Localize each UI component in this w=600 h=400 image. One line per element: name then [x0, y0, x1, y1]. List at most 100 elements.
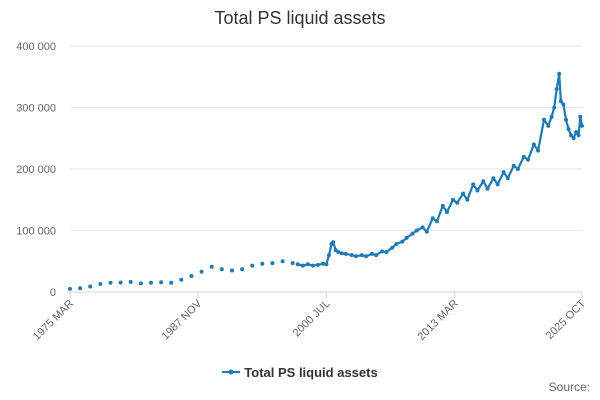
data-point [316, 262, 320, 267]
legend-item-total-ps-liquid-assets[interactable]: Total PS liquid assets [222, 364, 378, 380]
y-tick-label: 400 000 [16, 41, 56, 53]
data-point [569, 133, 573, 138]
data-point [410, 231, 415, 236]
data-point [209, 264, 214, 269]
data-point [561, 102, 566, 107]
data-point [491, 176, 496, 181]
data-point [574, 130, 579, 135]
data-point [295, 262, 300, 267]
grid-lines [70, 45, 582, 293]
data-point [434, 219, 439, 224]
y-tick-label: 100 000 [16, 226, 56, 238]
chart-title: Total PS liquid assets [214, 8, 386, 28]
data-point [471, 182, 476, 187]
data-point [370, 251, 374, 256]
data-point [580, 123, 584, 128]
data-point [280, 259, 285, 264]
x-tick-label: 2013 MAR [416, 298, 461, 343]
data-point [571, 136, 576, 141]
data-point [290, 261, 295, 266]
data-point [511, 163, 516, 168]
data-point [558, 99, 563, 104]
data-point [549, 114, 554, 119]
data-point [270, 261, 275, 266]
y-tick-label: 200 000 [16, 164, 56, 176]
data-point [455, 200, 460, 205]
data-point [384, 250, 389, 254]
data-point [481, 179, 486, 184]
series-layer [68, 71, 584, 291]
data-point [554, 87, 559, 92]
data-point [505, 176, 510, 181]
data-point [414, 228, 419, 233]
data-point [515, 167, 520, 171]
data-point [461, 191, 466, 196]
data-point [118, 280, 123, 285]
data-point [353, 254, 358, 259]
data-point [501, 170, 506, 175]
data-point [450, 197, 455, 202]
data-point [536, 148, 541, 153]
data-point [240, 267, 245, 272]
data-point [521, 154, 526, 159]
data-point [374, 253, 379, 258]
data-point [179, 277, 184, 282]
data-point [189, 274, 194, 278]
data-point [305, 262, 310, 267]
data-point [199, 269, 204, 274]
data-point [475, 188, 480, 193]
y-tick-label: 0 [50, 287, 56, 299]
data-point [343, 251, 348, 256]
series-line [297, 72, 584, 267]
data-point [526, 157, 530, 162]
data-point [108, 280, 113, 285]
data-point [349, 253, 354, 258]
data-point [430, 216, 435, 221]
data-point [324, 262, 329, 267]
data-point [359, 253, 364, 258]
data-point [169, 280, 174, 285]
data-point [390, 245, 395, 250]
source-credit: Source: [548, 380, 590, 394]
legend: Total PS liquid assets [0, 364, 600, 380]
data-point [542, 117, 546, 122]
data-point [400, 239, 405, 244]
data-point [364, 254, 369, 259]
data-point [420, 225, 425, 230]
x-tick-label: 1987 NOV [160, 297, 205, 342]
data-point [149, 280, 153, 285]
data-point [219, 267, 224, 272]
data-point [485, 186, 490, 191]
data-point [230, 268, 234, 273]
data-point [576, 133, 581, 138]
data-point [78, 286, 83, 291]
data-point [250, 263, 255, 268]
data-point [404, 235, 409, 240]
data-point [495, 182, 500, 187]
data-point [300, 263, 305, 268]
data-point [445, 210, 449, 215]
data-point [394, 242, 399, 246]
legend-label: Total PS liquid assets [244, 364, 378, 380]
x-tick-label: 1975 MAR [31, 298, 76, 343]
x-tick-label: 2000 JUL [291, 298, 333, 340]
data-point [159, 280, 164, 285]
data-point [138, 281, 143, 286]
data-point [331, 240, 336, 245]
y-tick-label: 300 000 [16, 103, 56, 115]
data-point [557, 71, 562, 76]
data-point [88, 284, 93, 289]
data-point [564, 117, 568, 122]
data-point [546, 123, 551, 128]
data-point [552, 105, 557, 110]
data-point [128, 279, 133, 284]
x-axis: 1975 MAR 1987 NOV 2000 JUL 2013 MAR 2025 OCT [31, 292, 588, 343]
data-point [440, 203, 445, 208]
data-point [327, 253, 331, 258]
data-point [321, 261, 325, 266]
y-axis: 0 100 000 200 000 300 000 400 000 [16, 41, 56, 299]
data-point [68, 286, 72, 291]
data-point [465, 197, 470, 202]
data-point [566, 127, 571, 131]
